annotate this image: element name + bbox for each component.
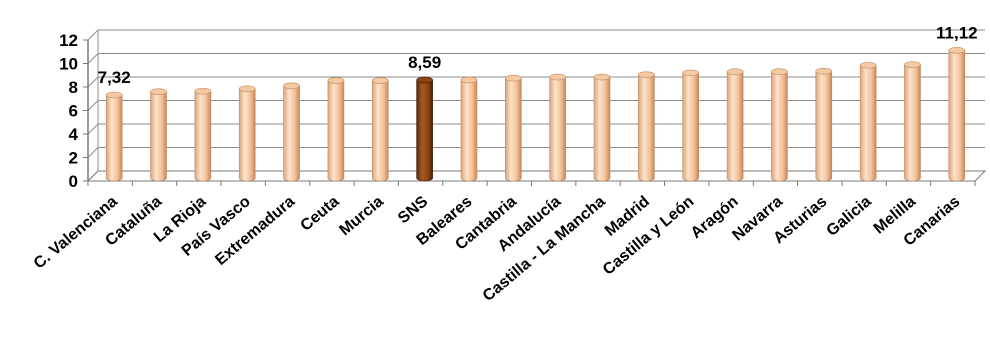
bar-top: [948, 47, 966, 54]
bar-top: [460, 76, 478, 84]
bar-body: [371, 80, 389, 182]
bar-body: [194, 90, 212, 182]
bar-andalucia: [549, 73, 566, 182]
bar-body: [682, 72, 700, 182]
y-tick-label: 2: [69, 149, 78, 168]
bar-top: [682, 69, 700, 77]
gridline-depth: [87, 123, 99, 135]
y-tick-labels: 0 2 4 6 8 10 12: [59, 31, 78, 191]
bar-body: [859, 64, 877, 182]
bar-body: [948, 50, 966, 182]
floor: [86, 170, 987, 182]
bar-top: [815, 67, 833, 75]
gridline-depth: [87, 147, 99, 158]
bar-top: [238, 85, 256, 93]
bar-body: [105, 94, 123, 182]
y-tick-label: 4: [69, 125, 79, 144]
data-label-c-valenciana: 7,32: [98, 68, 131, 87]
bar-top: [505, 74, 522, 82]
bar-body: [593, 76, 611, 182]
y-tick-label: 0: [69, 172, 78, 191]
x-tick-label-sns: SNS: [395, 193, 431, 227]
bar-top: [859, 61, 877, 69]
gridline-depth: [87, 100, 99, 111]
y-tick-label: 6: [69, 102, 78, 121]
bar-body: [327, 80, 345, 182]
bar-madrid: [638, 71, 655, 182]
bar-body: [416, 79, 433, 182]
bar-top: [771, 68, 788, 76]
data-label-sns: 8,59: [408, 53, 441, 72]
bar-top: [194, 87, 212, 95]
bar-la-rioja: [194, 87, 212, 182]
bar-top: [371, 77, 389, 84]
bar-body: [150, 91, 167, 182]
bar-top: [150, 88, 167, 95]
bar-c-valenciana: [105, 91, 123, 182]
gridline-depth: [87, 76, 99, 88]
x-tick-label-ceuta: Ceuta: [298, 193, 343, 235]
bar-asturias: [815, 67, 833, 182]
bar-melilla: [904, 61, 921, 182]
bar-top: [327, 77, 345, 84]
x-tick-label-extremadura: Extremadura: [212, 193, 298, 269]
y-tick-label: 8: [69, 78, 78, 97]
bar-baleares: [460, 76, 478, 182]
bar-body: [283, 85, 300, 182]
bar-body: [815, 70, 833, 182]
bar-pais-vasco: [238, 85, 256, 182]
bar-top: [105, 91, 123, 99]
y-tick-label: 10: [59, 55, 78, 74]
axes: [83, 30, 987, 186]
bar-body: [904, 64, 921, 182]
gridlines: [87, 29, 985, 182]
x-tick-label-murcia: Murcia: [336, 193, 387, 239]
bar-top: [904, 61, 921, 68]
bar-top: [638, 71, 655, 78]
y-tick-label: 12: [59, 31, 78, 50]
bar-body: [238, 88, 256, 182]
gridline-depth: [87, 29, 99, 41]
bar-castilla-y-leon: [682, 69, 700, 182]
bar-navarra: [771, 68, 788, 182]
bars: [105, 47, 966, 182]
bar-canarias: [948, 47, 966, 182]
bar-top: [549, 73, 566, 81]
bar-top: [416, 76, 433, 84]
bar-sns: [416, 76, 433, 182]
bar-body: [726, 71, 744, 182]
data-label-canarias: 11,12: [936, 23, 978, 42]
bar-body: [460, 79, 478, 182]
bar-aragon: [726, 68, 744, 182]
bar-castilla-la-mancha: [593, 73, 611, 182]
gridline-depth: [87, 53, 99, 64]
bar-body: [505, 77, 522, 182]
data-labels: 7,32 8,59 11,12: [98, 23, 978, 87]
bar-top: [726, 68, 744, 76]
bar-top: [283, 82, 300, 90]
bar-ceuta: [327, 77, 345, 182]
bar-murcia: [371, 77, 389, 182]
bar-body: [549, 76, 566, 182]
bar-galicia: [859, 61, 877, 182]
bar-extremadura: [283, 82, 300, 182]
bar-cataluna: [150, 88, 167, 182]
bar-body: [771, 71, 788, 182]
bar-body: [638, 74, 655, 182]
bar-top: [593, 73, 611, 81]
bar-cantabria: [505, 74, 522, 182]
x-tick-label-galicia: Galicia: [824, 193, 875, 240]
